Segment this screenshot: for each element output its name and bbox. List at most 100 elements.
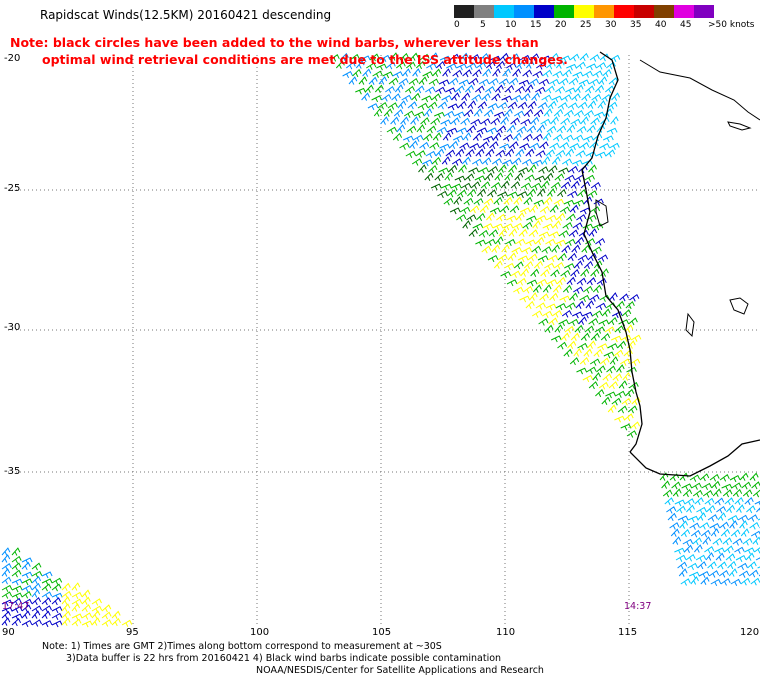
wind-barb [477,188,487,197]
wind-barb [500,271,512,279]
wind-barb [515,85,525,94]
wind-barb [61,603,71,612]
wind-barb [747,561,757,570]
wind-barb [702,490,714,498]
wind-barb [582,135,594,143]
wind-barb [596,62,607,70]
wind-barb [539,55,551,63]
wind-barb [705,552,715,561]
wind-barb [522,69,533,78]
wind-barb [565,302,576,310]
wind-barb [536,124,546,133]
legend-swatch [654,5,674,18]
wind-barb [490,117,501,126]
wind-barb [101,604,112,613]
wind-barb [741,481,752,490]
wind-barb [517,101,528,110]
wind-barb [609,292,618,301]
wind-barb [584,325,595,334]
wind-barb [523,260,534,270]
wind-barb [560,181,571,190]
wind-barb [461,156,471,165]
wind-barb [609,54,621,62]
wind-barb [378,76,388,85]
wind-barb [497,254,508,262]
wind-barb [451,92,460,101]
wind-barb [358,76,368,85]
wind-barb [452,69,463,78]
note-line-2: optimal wind retrieval conditions are me… [42,52,568,67]
wind-barb [487,189,497,198]
wind-barb [586,63,597,71]
wind-barb [31,570,43,579]
wind-barb [580,116,589,125]
wind-barb [572,71,584,79]
wind-barb [682,488,693,498]
wind-barb [474,175,486,183]
wind-barb [526,215,537,223]
wind-barb [442,132,452,141]
wind-barb [585,151,597,159]
wind-barb [603,351,615,359]
wind-barb [574,84,584,93]
wind-barb [496,213,506,222]
wind-barb [345,61,356,70]
wind-barb [551,310,563,318]
wind-barb [31,589,41,598]
swath-time-left: 17:47 [2,601,30,612]
wind-barb [329,54,340,62]
wind-barb [521,158,533,166]
wind-barb [510,117,520,126]
wind-barb [696,506,707,515]
wind-barb [690,576,699,585]
wind-barb [566,276,576,286]
wind-barb [750,530,760,538]
wind-barb [532,220,541,229]
wind-barb [558,319,569,327]
wind-barb [702,536,712,545]
wind-barb [616,364,625,373]
wind-barb [516,277,527,286]
wind-barb [547,188,556,197]
wind-barb [427,101,438,110]
wind-barb [493,260,503,269]
wind-barb [479,204,489,214]
wind-barb [535,236,545,246]
wind-barb [406,125,417,134]
wind-barb [732,538,743,546]
wind-barb [498,78,509,86]
wind-barb [467,100,477,109]
wind-barb [441,95,452,103]
wind-barb [426,62,437,70]
wind-barb [456,63,467,71]
wind-barb [457,189,467,198]
wind-barb [470,181,481,190]
wind-barb [449,207,461,215]
wind-barb [674,499,686,507]
wind-barb [498,228,508,237]
wind-barb [41,571,53,579]
wind-barb [550,181,561,190]
wind-barb [61,582,71,592]
wind-barb [496,125,507,134]
wind-barb [355,60,365,69]
wind-barb [678,568,688,577]
wind-barb [11,569,22,578]
wind-barb [21,561,31,571]
wind-barb [41,578,53,586]
wind-barb [708,570,720,578]
wind-barb [577,254,589,262]
wind-barb [582,70,593,78]
wind-barb [441,156,451,165]
wind-barb [366,62,377,70]
wind-barb [579,356,590,366]
wind-barb [545,303,557,311]
wind-barb [21,620,33,628]
wind-barb [11,547,21,556]
wind-barb [598,319,610,327]
wind-barb [547,254,559,262]
wind-barb [588,381,599,390]
wind-barb [469,205,480,214]
wind-barb [71,582,81,591]
wind-barb [538,231,550,239]
